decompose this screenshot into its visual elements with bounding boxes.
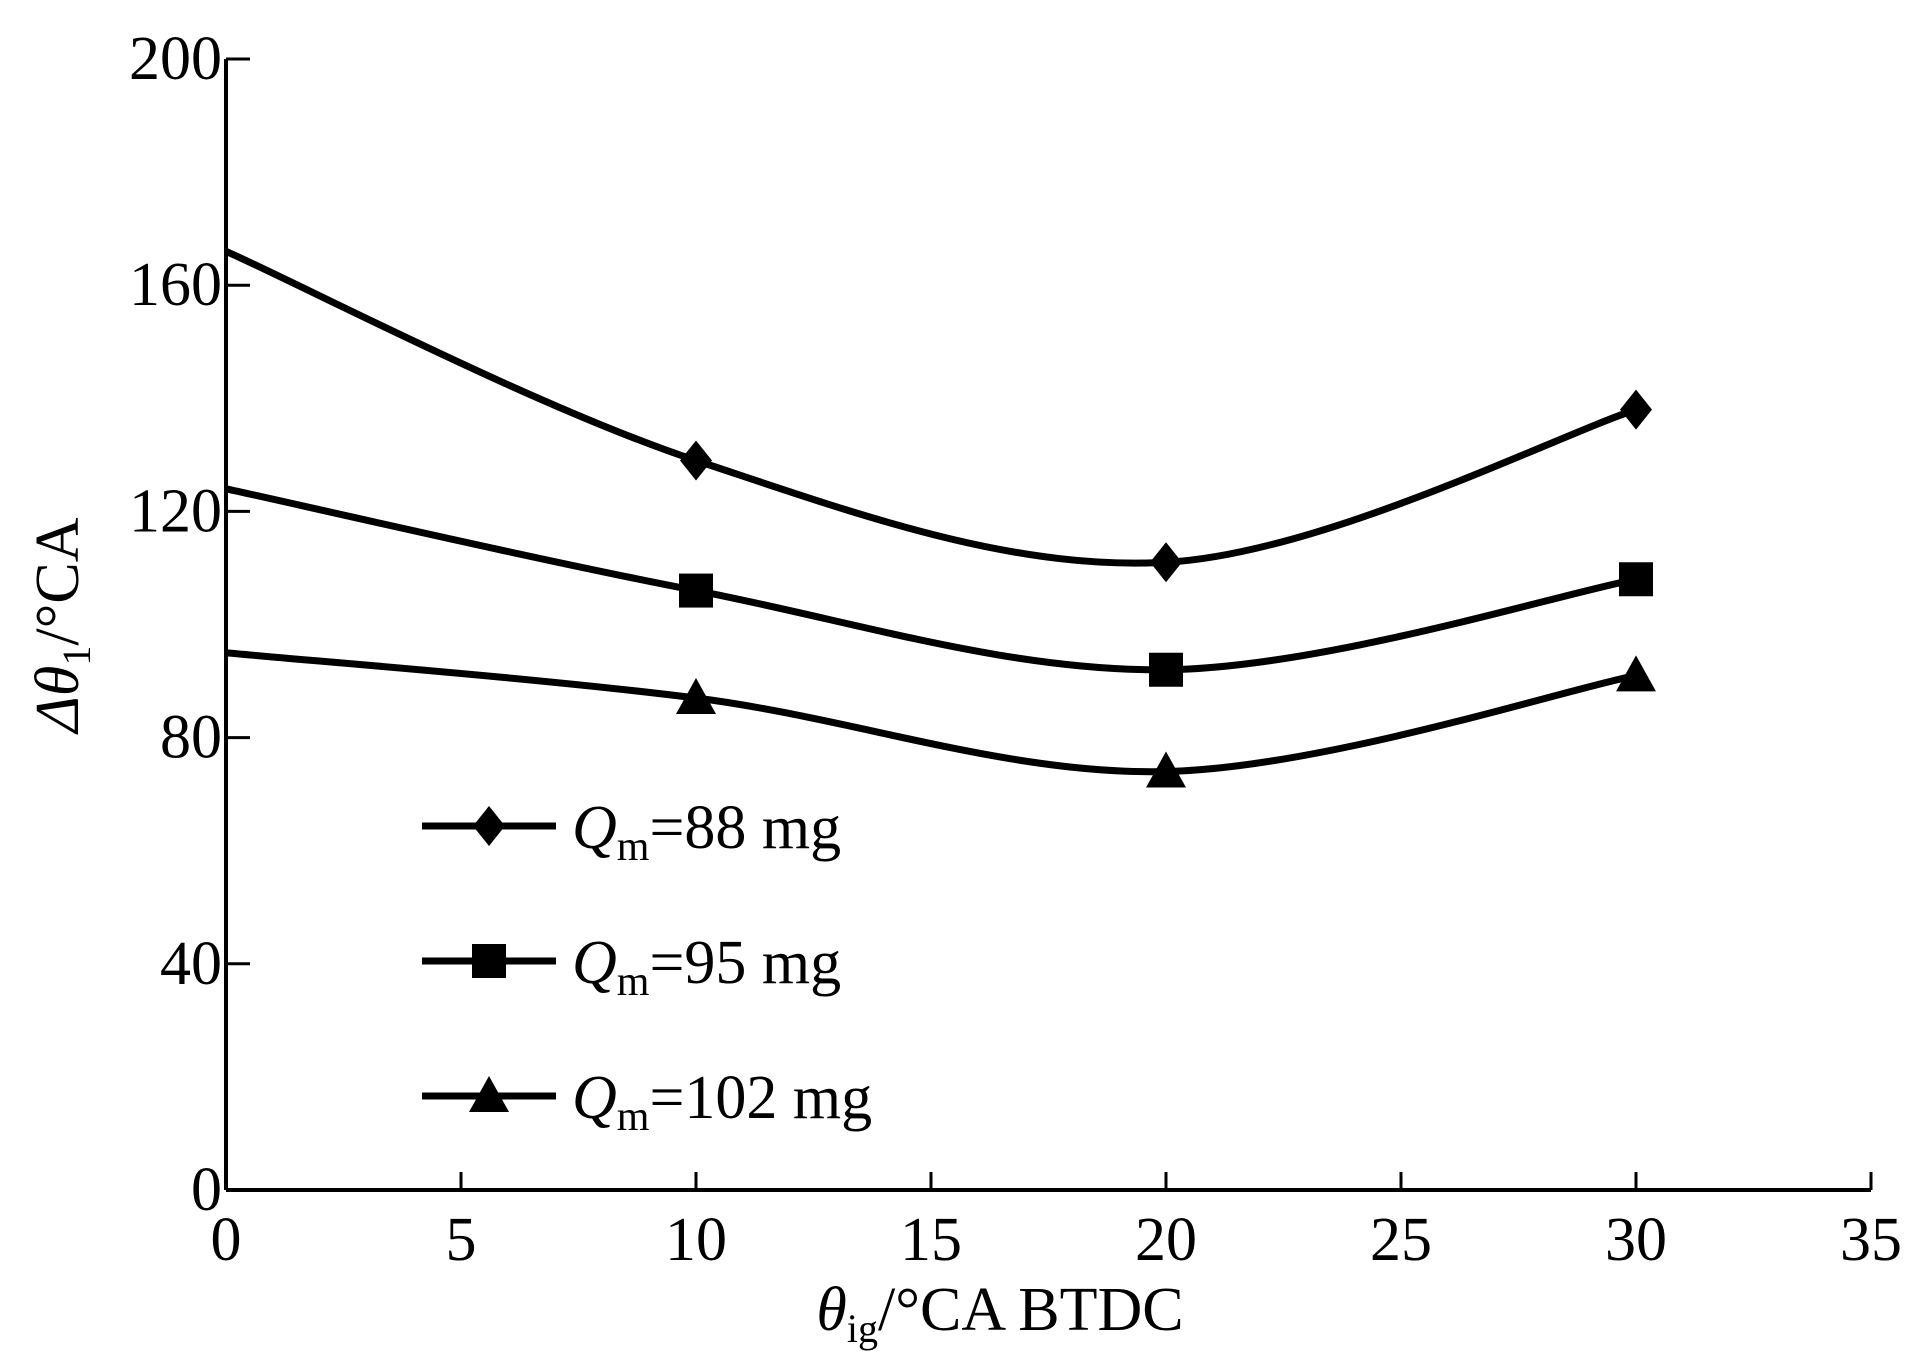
diamond-marker <box>1620 389 1652 430</box>
x-tick-label: 35 <box>1840 1206 1902 1274</box>
legend-label: Qm=102 mg <box>572 1064 872 1140</box>
y-tick-label: 80 <box>160 704 222 772</box>
series-line <box>225 485 1637 674</box>
legend-label: Qm=95 mg <box>572 929 841 1005</box>
x-tick-label: 5 <box>446 1206 477 1274</box>
triangle-marker <box>1146 751 1186 788</box>
diamond-marker <box>473 806 505 846</box>
x-tick-label: 10 <box>665 1206 727 1274</box>
legend-item: Qm=95 mg <box>422 929 841 1005</box>
y-tick-label: 0 <box>191 1156 222 1224</box>
legend-item: Qm=102 mg <box>422 1064 872 1140</box>
x-axis-label: θig/°CA BTDC <box>816 1276 1183 1351</box>
triangle-marker <box>1616 655 1656 692</box>
square-marker <box>1149 652 1183 687</box>
square-marker <box>679 573 713 608</box>
legend-label: Qm=88 mg <box>572 794 841 870</box>
diamond-marker <box>680 440 712 481</box>
axes: 0 5 10 15 20 25 30 35 0 40 80 120 160 200 <box>129 25 1902 1274</box>
series-line <box>225 649 1637 776</box>
legend-value: =95 mg <box>649 929 841 997</box>
legend-symbol: Q <box>572 929 617 997</box>
legend-symbol: Q <box>572 1064 617 1132</box>
triangle-marker <box>676 678 716 715</box>
legend-value: =88 mg <box>649 794 841 862</box>
square-marker <box>472 944 506 978</box>
legend-item: Qm=88 mg <box>422 794 841 870</box>
x-tick-label: 30 <box>1605 1206 1667 1274</box>
y-tick-label: 120 <box>129 477 222 545</box>
legend-subscript: m <box>617 824 650 870</box>
square-marker <box>1619 562 1653 597</box>
x-tick-label: 0 <box>211 1206 242 1274</box>
legend-symbol: Q <box>572 794 617 862</box>
series-diamond <box>224 248 1652 583</box>
diamond-marker <box>1150 542 1182 583</box>
series-triangle <box>225 649 1656 788</box>
legend-subscript: m <box>617 1094 650 1140</box>
triangle-marker <box>469 1076 509 1112</box>
x-tick-label: 15 <box>900 1206 962 1274</box>
x-tick-label: 20 <box>1135 1206 1197 1274</box>
series-group <box>224 248 1656 788</box>
x-tick-label: 25 <box>1370 1206 1432 1274</box>
legend-value: =102 mg <box>649 1064 872 1132</box>
y-tick-label: 200 <box>129 25 222 93</box>
series-square <box>225 485 1653 687</box>
y-axis-label: Δθ1/°CA <box>24 517 99 735</box>
series-line <box>224 248 1638 567</box>
y-tick-label: 40 <box>160 930 222 998</box>
y-tick-label: 160 <box>129 251 222 319</box>
legend-subscript: m <box>617 959 650 1005</box>
